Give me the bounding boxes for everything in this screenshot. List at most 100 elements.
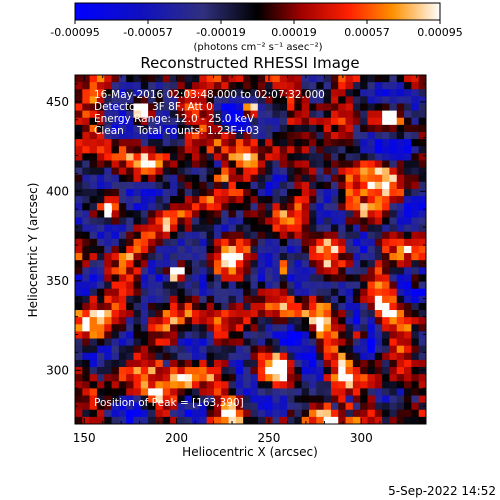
heatmap-cell	[177, 167, 185, 176]
heatmap-cell	[228, 238, 237, 247]
heatmap-cell	[148, 210, 156, 218]
heatmap-cell	[301, 324, 310, 332]
heatmap-cell	[75, 295, 83, 304]
heatmap-cell	[389, 245, 398, 254]
heatmap-cell	[265, 231, 273, 240]
heatmap-cell	[133, 210, 142, 218]
heatmap-cell	[389, 388, 398, 396]
heatmap-cell	[411, 196, 419, 204]
heatmap-cell	[360, 359, 368, 368]
heatmap-cell	[75, 82, 83, 90]
heatmap-cell	[279, 110, 288, 119]
heatmap-cell	[162, 253, 171, 261]
heatmap-cell	[140, 409, 149, 418]
heatmap-cell	[75, 167, 83, 176]
heatmap-cell	[126, 117, 134, 126]
heatmap-cell	[374, 82, 383, 90]
heatmap-cell	[360, 274, 368, 282]
heatmap-cell	[170, 267, 178, 275]
heatmap-cell	[389, 203, 398, 211]
heatmap-cell	[294, 153, 302, 161]
heatmap-cell	[396, 281, 405, 289]
heatmap-cell	[418, 110, 426, 119]
heatmap-cell	[243, 103, 251, 111]
heatmap-cell	[360, 409, 368, 418]
heatmap-cell	[221, 210, 229, 218]
heatmap-cell	[213, 210, 222, 218]
heatmap-cell	[155, 203, 164, 211]
heatmap-cell	[382, 196, 390, 204]
heatmap-cell	[382, 203, 390, 211]
heatmap-cell	[411, 231, 419, 240]
heatmap-cell	[389, 131, 398, 140]
heatmap-cell	[221, 395, 229, 403]
heatmap-cell	[243, 388, 251, 396]
heatmap-cell	[374, 338, 383, 346]
heatmap-cell	[338, 402, 346, 411]
heatmap-cell	[243, 245, 251, 254]
heatmap-cell	[206, 245, 215, 254]
heatmap-cell	[221, 238, 229, 247]
heatmap-cell	[265, 345, 273, 354]
heatmap-cell	[221, 402, 229, 411]
heatmap-cell	[228, 281, 237, 289]
heatmap-cell	[367, 110, 376, 119]
heatmap-cell	[140, 402, 149, 411]
heatmap-cell	[345, 110, 354, 119]
heatmap-cell	[82, 295, 90, 304]
x-axis: 150 200 250 300	[73, 75, 418, 445]
heatmap-cell	[243, 160, 251, 168]
heatmap-cell	[118, 181, 127, 190]
heatmap-cell	[338, 310, 346, 318]
heatmap-cell	[367, 352, 376, 361]
heatmap-cell	[111, 174, 120, 183]
heatmap-cell	[250, 217, 259, 225]
plot-area	[75, 75, 426, 424]
heatmap-cell	[338, 110, 346, 119]
heatmap-cell	[389, 75, 398, 83]
heatmap-cell	[140, 238, 149, 247]
heatmap-cell	[309, 103, 317, 111]
heatmap-cell	[338, 367, 346, 375]
heatmap-cell	[367, 267, 376, 275]
heatmap-cell	[155, 210, 164, 218]
heatmap-cell	[411, 174, 419, 183]
heatmap-cell	[148, 267, 156, 275]
heatmap-cell	[162, 124, 171, 133]
heatmap-cell	[126, 324, 134, 332]
heatmap-cell	[374, 89, 383, 97]
heatmap-cell	[148, 103, 156, 111]
colorbar-tick-label-1: -0.00057	[123, 26, 172, 39]
heatmap-cell	[330, 117, 339, 126]
chart-title: Reconstructed RHESSI Image	[140, 54, 359, 72]
heatmap-cell	[126, 174, 134, 183]
heatmap-cell	[309, 188, 317, 197]
heatmap-cell	[213, 302, 222, 311]
heatmap-cell	[111, 131, 120, 140]
heatmap-cell	[243, 402, 251, 411]
heatmap-cell	[221, 245, 229, 254]
heatmap-cell	[96, 345, 105, 354]
heatmap-cell	[243, 281, 251, 289]
heatmap-cell	[162, 245, 171, 254]
heatmap-cell	[75, 288, 83, 297]
heatmap-cell	[243, 181, 251, 190]
heatmap-cell	[199, 139, 207, 147]
heatmap-cell	[82, 374, 90, 382]
heatmap-cell	[177, 310, 185, 318]
heatmap-cell	[235, 416, 244, 424]
heatmap-cell	[89, 231, 98, 240]
heatmap-cell	[316, 203, 324, 211]
heatmap-cell	[133, 402, 142, 411]
heatmap-cell	[192, 317, 200, 325]
heatmap-cell	[382, 402, 390, 411]
heatmap-cell	[89, 359, 98, 368]
heatmap-cell	[228, 381, 237, 389]
heatmap-cell	[177, 338, 185, 346]
heatmap-cell	[96, 409, 105, 418]
heatmap-cell	[352, 274, 361, 282]
heatmap-cell	[75, 324, 83, 332]
heatmap-cell	[162, 274, 171, 282]
heatmap-cell	[199, 231, 207, 240]
heatmap-cell	[309, 288, 317, 297]
